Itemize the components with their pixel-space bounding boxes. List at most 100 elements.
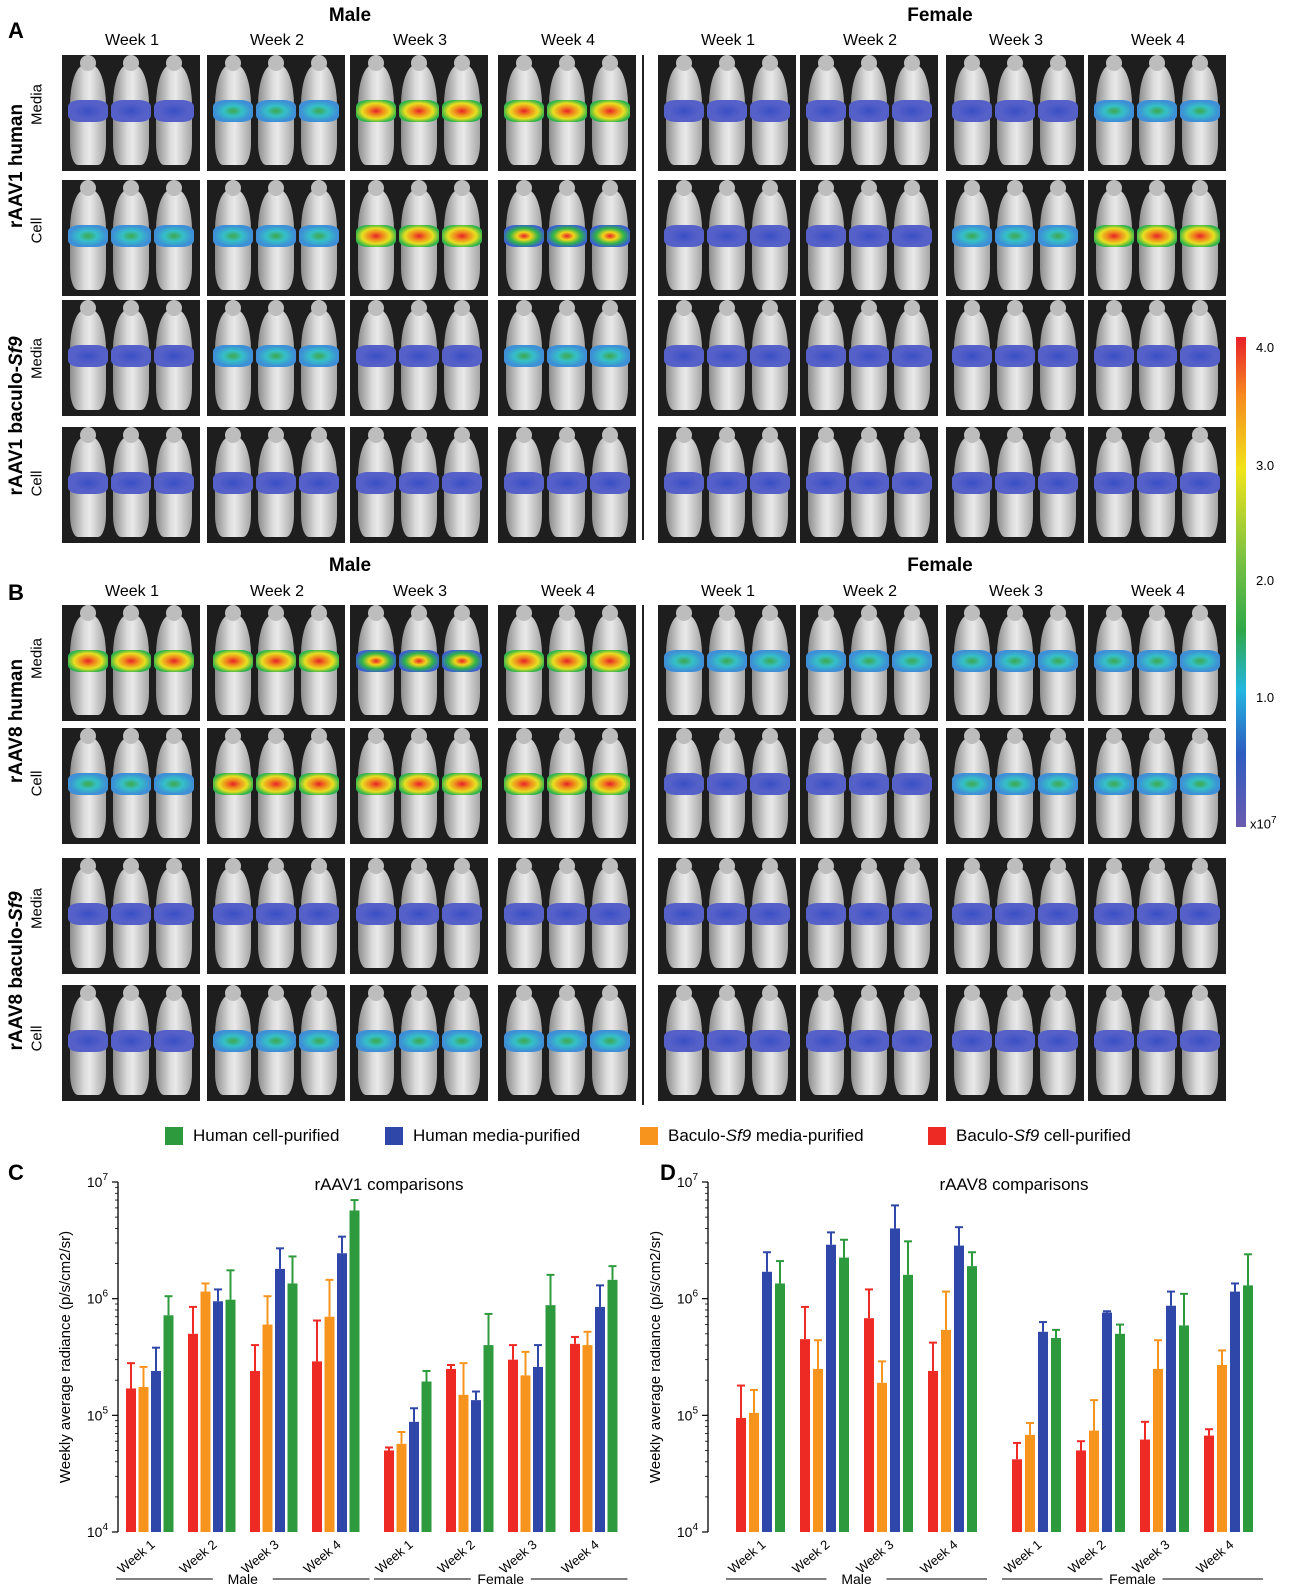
x-tick-label: Week 2 [176, 1537, 219, 1577]
bar [736, 1417, 746, 1532]
bar [813, 1368, 823, 1532]
x-tick-label: Week 1 [725, 1537, 768, 1577]
x-tick-label: Week 4 [300, 1537, 343, 1577]
luminescence-signal [299, 773, 339, 795]
week-label: Week 3 [989, 32, 1043, 49]
luminescence-signal [547, 225, 587, 247]
legend-swatch [165, 1127, 183, 1145]
mouse-image-tile [207, 858, 345, 974]
luminescence-signal [68, 472, 108, 494]
luminescence-signal [1137, 1030, 1177, 1052]
luminescence-signal [442, 1030, 482, 1052]
mouse-image-tile [658, 427, 796, 543]
week-label: Week 4 [541, 32, 595, 49]
week-label: Week 4 [541, 583, 595, 600]
luminescence-signal [750, 345, 790, 367]
row-label-media-1: Media [28, 84, 46, 125]
chart-title: rAAV1 comparisons [315, 1175, 464, 1194]
luminescence-signal [952, 903, 992, 925]
luminescence-signal [154, 225, 194, 247]
legend-swatch [385, 1127, 403, 1145]
luminescence-signal [256, 345, 296, 367]
luminescence-signal [356, 650, 396, 672]
luminescence-signal [504, 1030, 544, 1052]
luminescence-signal [356, 100, 396, 122]
bar [1217, 1365, 1227, 1532]
luminescence-signal [504, 345, 544, 367]
bar [483, 1345, 494, 1532]
row-label-cell-4: Cell [28, 1025, 46, 1052]
luminescence-signal [154, 1030, 194, 1052]
luminescence-signal [256, 1030, 296, 1052]
luminescence-signal [806, 225, 846, 247]
luminescence-signal [356, 773, 396, 795]
panel-letter-c: C [8, 1160, 24, 1185]
mouse-image-tile [946, 985, 1084, 1101]
mouse-image-tile [1088, 180, 1226, 296]
luminescence-signal [111, 773, 151, 795]
bar [545, 1305, 556, 1532]
bar [409, 1421, 419, 1532]
luminescence-signal [806, 472, 846, 494]
group-label: Female [1109, 1571, 1156, 1584]
week-label: Week 3 [393, 583, 447, 600]
luminescence-signal [995, 903, 1035, 925]
female-title-a: Female [907, 5, 973, 26]
x-tick-label: Week 4 [917, 1537, 960, 1577]
male-title-b: Male [328, 555, 372, 576]
luminescence-signal [256, 773, 296, 795]
row-label-media-2: Media [28, 338, 46, 379]
luminescence-signal [299, 472, 339, 494]
luminescence-signal [750, 650, 790, 672]
luminescence-signal [1137, 650, 1177, 672]
bar [275, 1268, 285, 1532]
luminescence-signal [399, 345, 439, 367]
colorbar-unit: x107 [1250, 815, 1277, 832]
luminescence-signal [442, 773, 482, 795]
luminescence-signal [68, 345, 108, 367]
luminescence-signal [1038, 773, 1078, 795]
luminescence-signal [111, 903, 151, 925]
luminescence-signal [750, 1030, 790, 1052]
y-tick-label: 104 [677, 1522, 699, 1540]
luminescence-signal [356, 1030, 396, 1052]
luminescence-signal [213, 773, 253, 795]
bar [954, 1245, 964, 1532]
luminescence-signal [1137, 225, 1177, 247]
luminescence-signal [154, 100, 194, 122]
luminescence-signal [892, 650, 932, 672]
luminescence-signal [590, 100, 630, 122]
bar [762, 1271, 772, 1532]
bar [138, 1386, 149, 1532]
male-title-a: Male [328, 5, 372, 26]
luminescence-signal [849, 100, 889, 122]
bar [1166, 1305, 1176, 1532]
luminescence-signal [213, 100, 253, 122]
bar [775, 1283, 785, 1532]
luminescence-signal [68, 1030, 108, 1052]
mouse-image-tile [498, 858, 636, 974]
luminescence-signal [68, 225, 108, 247]
luminescence-signal [664, 1030, 704, 1052]
mouse-image-tile [498, 55, 636, 171]
bar [396, 1443, 407, 1532]
bar [1115, 1333, 1125, 1532]
luminescence-signal [1094, 1030, 1134, 1052]
bar [1140, 1439, 1150, 1532]
luminescence-signal [154, 345, 194, 367]
bar [582, 1345, 593, 1532]
luminescence-signal [707, 773, 747, 795]
mouse-image-tile [62, 300, 200, 416]
chart-raav1: rAAV1 comparisons 104 105 106 107 Weekly aver… [57, 1172, 628, 1584]
mouse-image-tile [1088, 300, 1226, 416]
luminescence-signal [590, 472, 630, 494]
bar [749, 1412, 759, 1532]
mouse-image-tile [207, 728, 345, 844]
luminescence-signal [750, 225, 790, 247]
mouse-image-tile [1088, 605, 1226, 721]
luminescence-signal [1137, 773, 1177, 795]
colorbar-tick: 1.0 [1256, 690, 1275, 705]
mouse-image-tile [658, 180, 796, 296]
colorbar-tick: 2.0 [1256, 573, 1275, 588]
bar [421, 1381, 432, 1532]
